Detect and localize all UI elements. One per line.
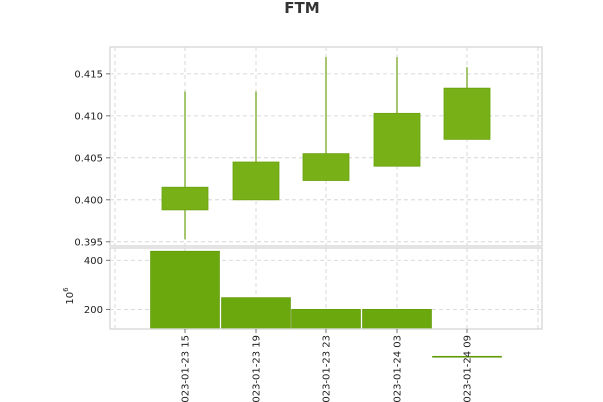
volume-bar-1 — [221, 297, 291, 330]
candle-4 — [443, 67, 491, 140]
volume-axis-label: 106 — [62, 287, 76, 305]
x-tick-label-0: 023-01-23 15 — [181, 335, 192, 402]
price-ytick-label-4: 0.415 — [74, 69, 103, 80]
candle-1 — [232, 91, 280, 201]
volume-bar-2 — [291, 309, 361, 330]
x-tick-label-2: 023-01-23 23 — [322, 335, 333, 402]
candle-body-4 — [443, 87, 491, 140]
candle-body-2 — [302, 153, 350, 181]
candle-body-0 — [161, 186, 209, 211]
candle-0 — [161, 91, 209, 240]
chart-title: FTM — [284, 0, 319, 17]
price-panel-frame — [109, 46, 543, 247]
volume-bar-0 — [150, 250, 220, 330]
volume-bar-3 — [362, 309, 432, 330]
volume-bar-4 — [432, 355, 502, 358]
x-tick-label-1: 023-01-23 19 — [252, 335, 263, 402]
x-axis: 023-01-23 15 023-01-23 19 023-01-23 23 023-… — [181, 329, 474, 402]
volume-axis-base: 10 — [65, 292, 76, 305]
price-ytick-label-3: 0.410 — [74, 111, 103, 122]
price-ytick-label-1: 0.400 — [74, 195, 103, 206]
candle-2 — [302, 57, 350, 181]
volume-ytick-label-0: 200 — [84, 305, 103, 316]
x-tick-label-4: 023-01-24 09 — [463, 335, 474, 402]
price-ytick-label-2: 0.405 — [74, 153, 103, 164]
price-y-axis: 0.395 0.400 0.405 0.410 0.415 — [74, 69, 110, 248]
x-tick-label-3: 023-01-24 03 — [393, 335, 404, 402]
price-ytick-label-0: 0.395 — [74, 237, 103, 248]
candle-body-3 — [373, 112, 421, 167]
volume-ytick-label-1: 400 — [84, 256, 103, 267]
volume-y-axis: 200 400 — [84, 256, 110, 316]
candles — [161, 57, 491, 240]
candle-3 — [373, 57, 421, 167]
candle-body-1 — [232, 161, 280, 201]
volume-axis-power: 6 — [62, 287, 70, 292]
